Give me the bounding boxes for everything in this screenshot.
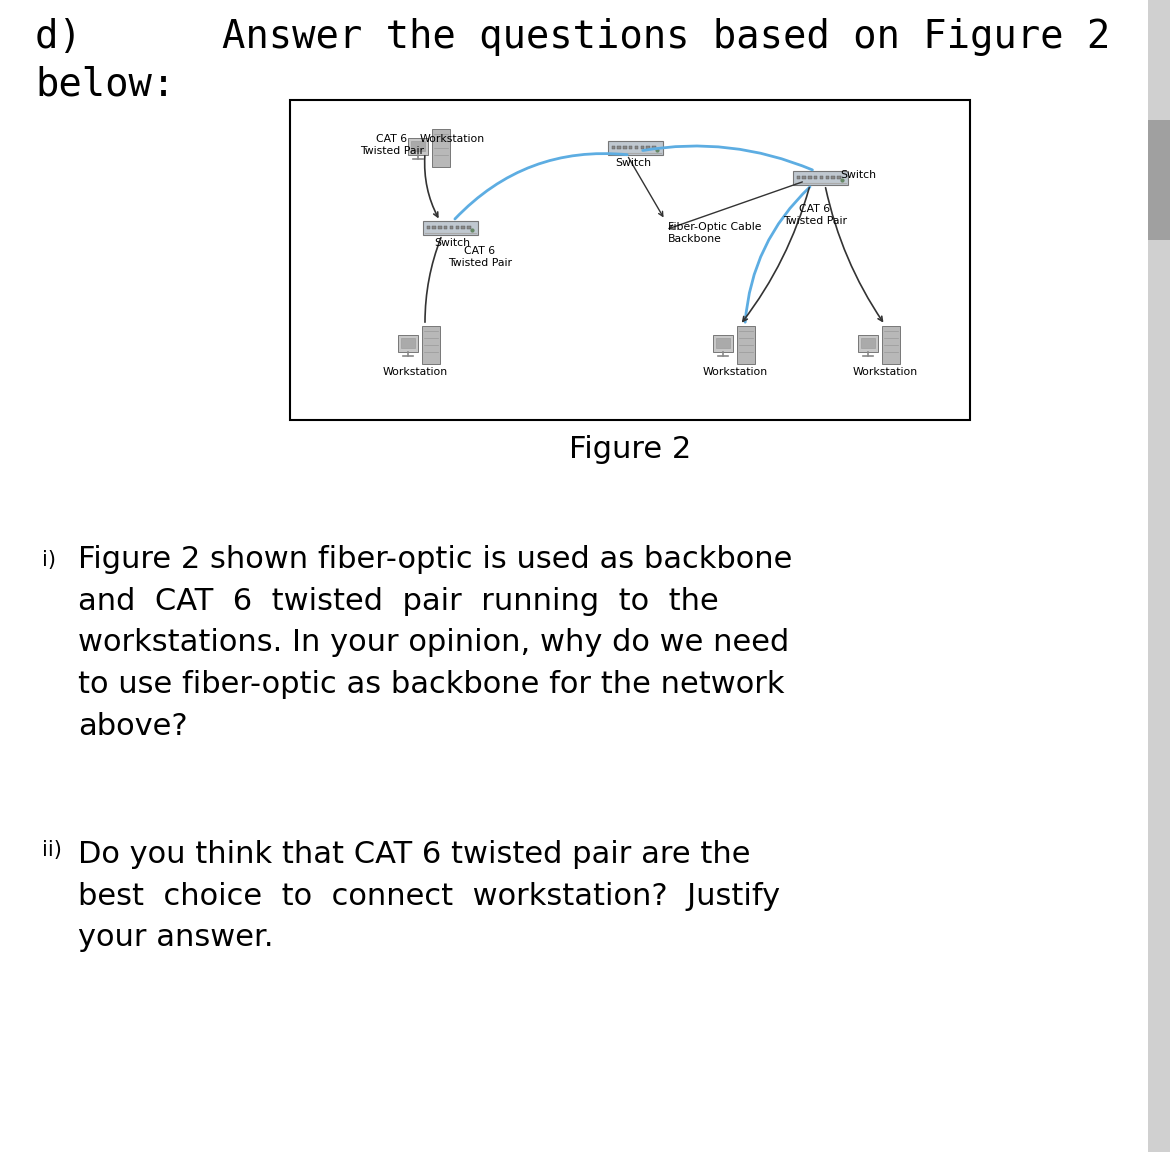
Text: CAT 6
Twisted Pair: CAT 6 Twisted Pair xyxy=(783,204,847,226)
FancyBboxPatch shape xyxy=(716,338,730,348)
Text: CAT 6
Twisted Pair: CAT 6 Twisted Pair xyxy=(448,247,512,267)
Text: Workstation: Workstation xyxy=(702,367,768,377)
FancyBboxPatch shape xyxy=(820,176,824,179)
Text: Figure 2 shown fiber-optic is used as backbone
and  CAT  6  twisted  pair  runni: Figure 2 shown fiber-optic is used as ba… xyxy=(78,545,792,741)
FancyBboxPatch shape xyxy=(432,226,435,229)
Text: Fiber-Optic Cable
Backbone: Fiber-Optic Cable Backbone xyxy=(668,222,762,243)
Text: Workstation: Workstation xyxy=(383,367,448,377)
Text: Switch: Switch xyxy=(434,238,470,248)
FancyBboxPatch shape xyxy=(640,146,644,149)
Text: Workstation: Workstation xyxy=(419,134,484,144)
FancyBboxPatch shape xyxy=(408,137,428,154)
FancyBboxPatch shape xyxy=(797,176,800,179)
Bar xyxy=(1148,0,1170,1152)
Text: Do you think that CAT 6 twisted pair are the
best  choice  to  connect  workstat: Do you think that CAT 6 twisted pair are… xyxy=(78,840,780,953)
Text: ii): ii) xyxy=(42,840,62,861)
FancyBboxPatch shape xyxy=(646,146,649,149)
FancyBboxPatch shape xyxy=(432,129,450,167)
Text: CAT 6
Twisted Pair: CAT 6 Twisted Pair xyxy=(360,134,424,156)
FancyBboxPatch shape xyxy=(443,226,447,229)
FancyBboxPatch shape xyxy=(713,334,732,351)
FancyBboxPatch shape xyxy=(826,176,830,179)
FancyBboxPatch shape xyxy=(461,226,464,229)
FancyBboxPatch shape xyxy=(422,326,440,364)
FancyBboxPatch shape xyxy=(411,141,425,151)
FancyBboxPatch shape xyxy=(422,221,477,235)
FancyBboxPatch shape xyxy=(612,146,615,149)
Bar xyxy=(1148,120,1170,240)
Text: i): i) xyxy=(42,550,56,570)
FancyBboxPatch shape xyxy=(814,176,818,179)
FancyBboxPatch shape xyxy=(427,226,431,229)
FancyBboxPatch shape xyxy=(792,170,847,185)
Bar xyxy=(290,100,970,420)
Text: below:: below: xyxy=(35,65,176,103)
FancyBboxPatch shape xyxy=(467,226,470,229)
Text: d)      Answer the questions based on Figure 2: d) Answer the questions based on Figure … xyxy=(35,18,1110,56)
FancyBboxPatch shape xyxy=(634,146,638,149)
Text: Workstation: Workstation xyxy=(853,367,917,377)
Text: Switch: Switch xyxy=(840,170,876,180)
FancyBboxPatch shape xyxy=(837,176,840,179)
FancyBboxPatch shape xyxy=(624,146,627,149)
FancyBboxPatch shape xyxy=(652,146,655,149)
Text: Switch: Switch xyxy=(615,158,651,168)
FancyBboxPatch shape xyxy=(629,146,633,149)
FancyBboxPatch shape xyxy=(808,176,812,179)
FancyBboxPatch shape xyxy=(861,338,875,348)
FancyBboxPatch shape xyxy=(737,326,755,364)
FancyBboxPatch shape xyxy=(858,334,878,351)
Text: Figure 2: Figure 2 xyxy=(569,435,691,464)
FancyBboxPatch shape xyxy=(449,226,453,229)
FancyBboxPatch shape xyxy=(832,176,835,179)
FancyBboxPatch shape xyxy=(455,226,459,229)
FancyBboxPatch shape xyxy=(882,326,900,364)
FancyBboxPatch shape xyxy=(607,141,662,156)
FancyBboxPatch shape xyxy=(398,334,418,351)
FancyBboxPatch shape xyxy=(803,176,806,179)
FancyBboxPatch shape xyxy=(618,146,621,149)
FancyBboxPatch shape xyxy=(438,226,441,229)
FancyBboxPatch shape xyxy=(401,338,415,348)
